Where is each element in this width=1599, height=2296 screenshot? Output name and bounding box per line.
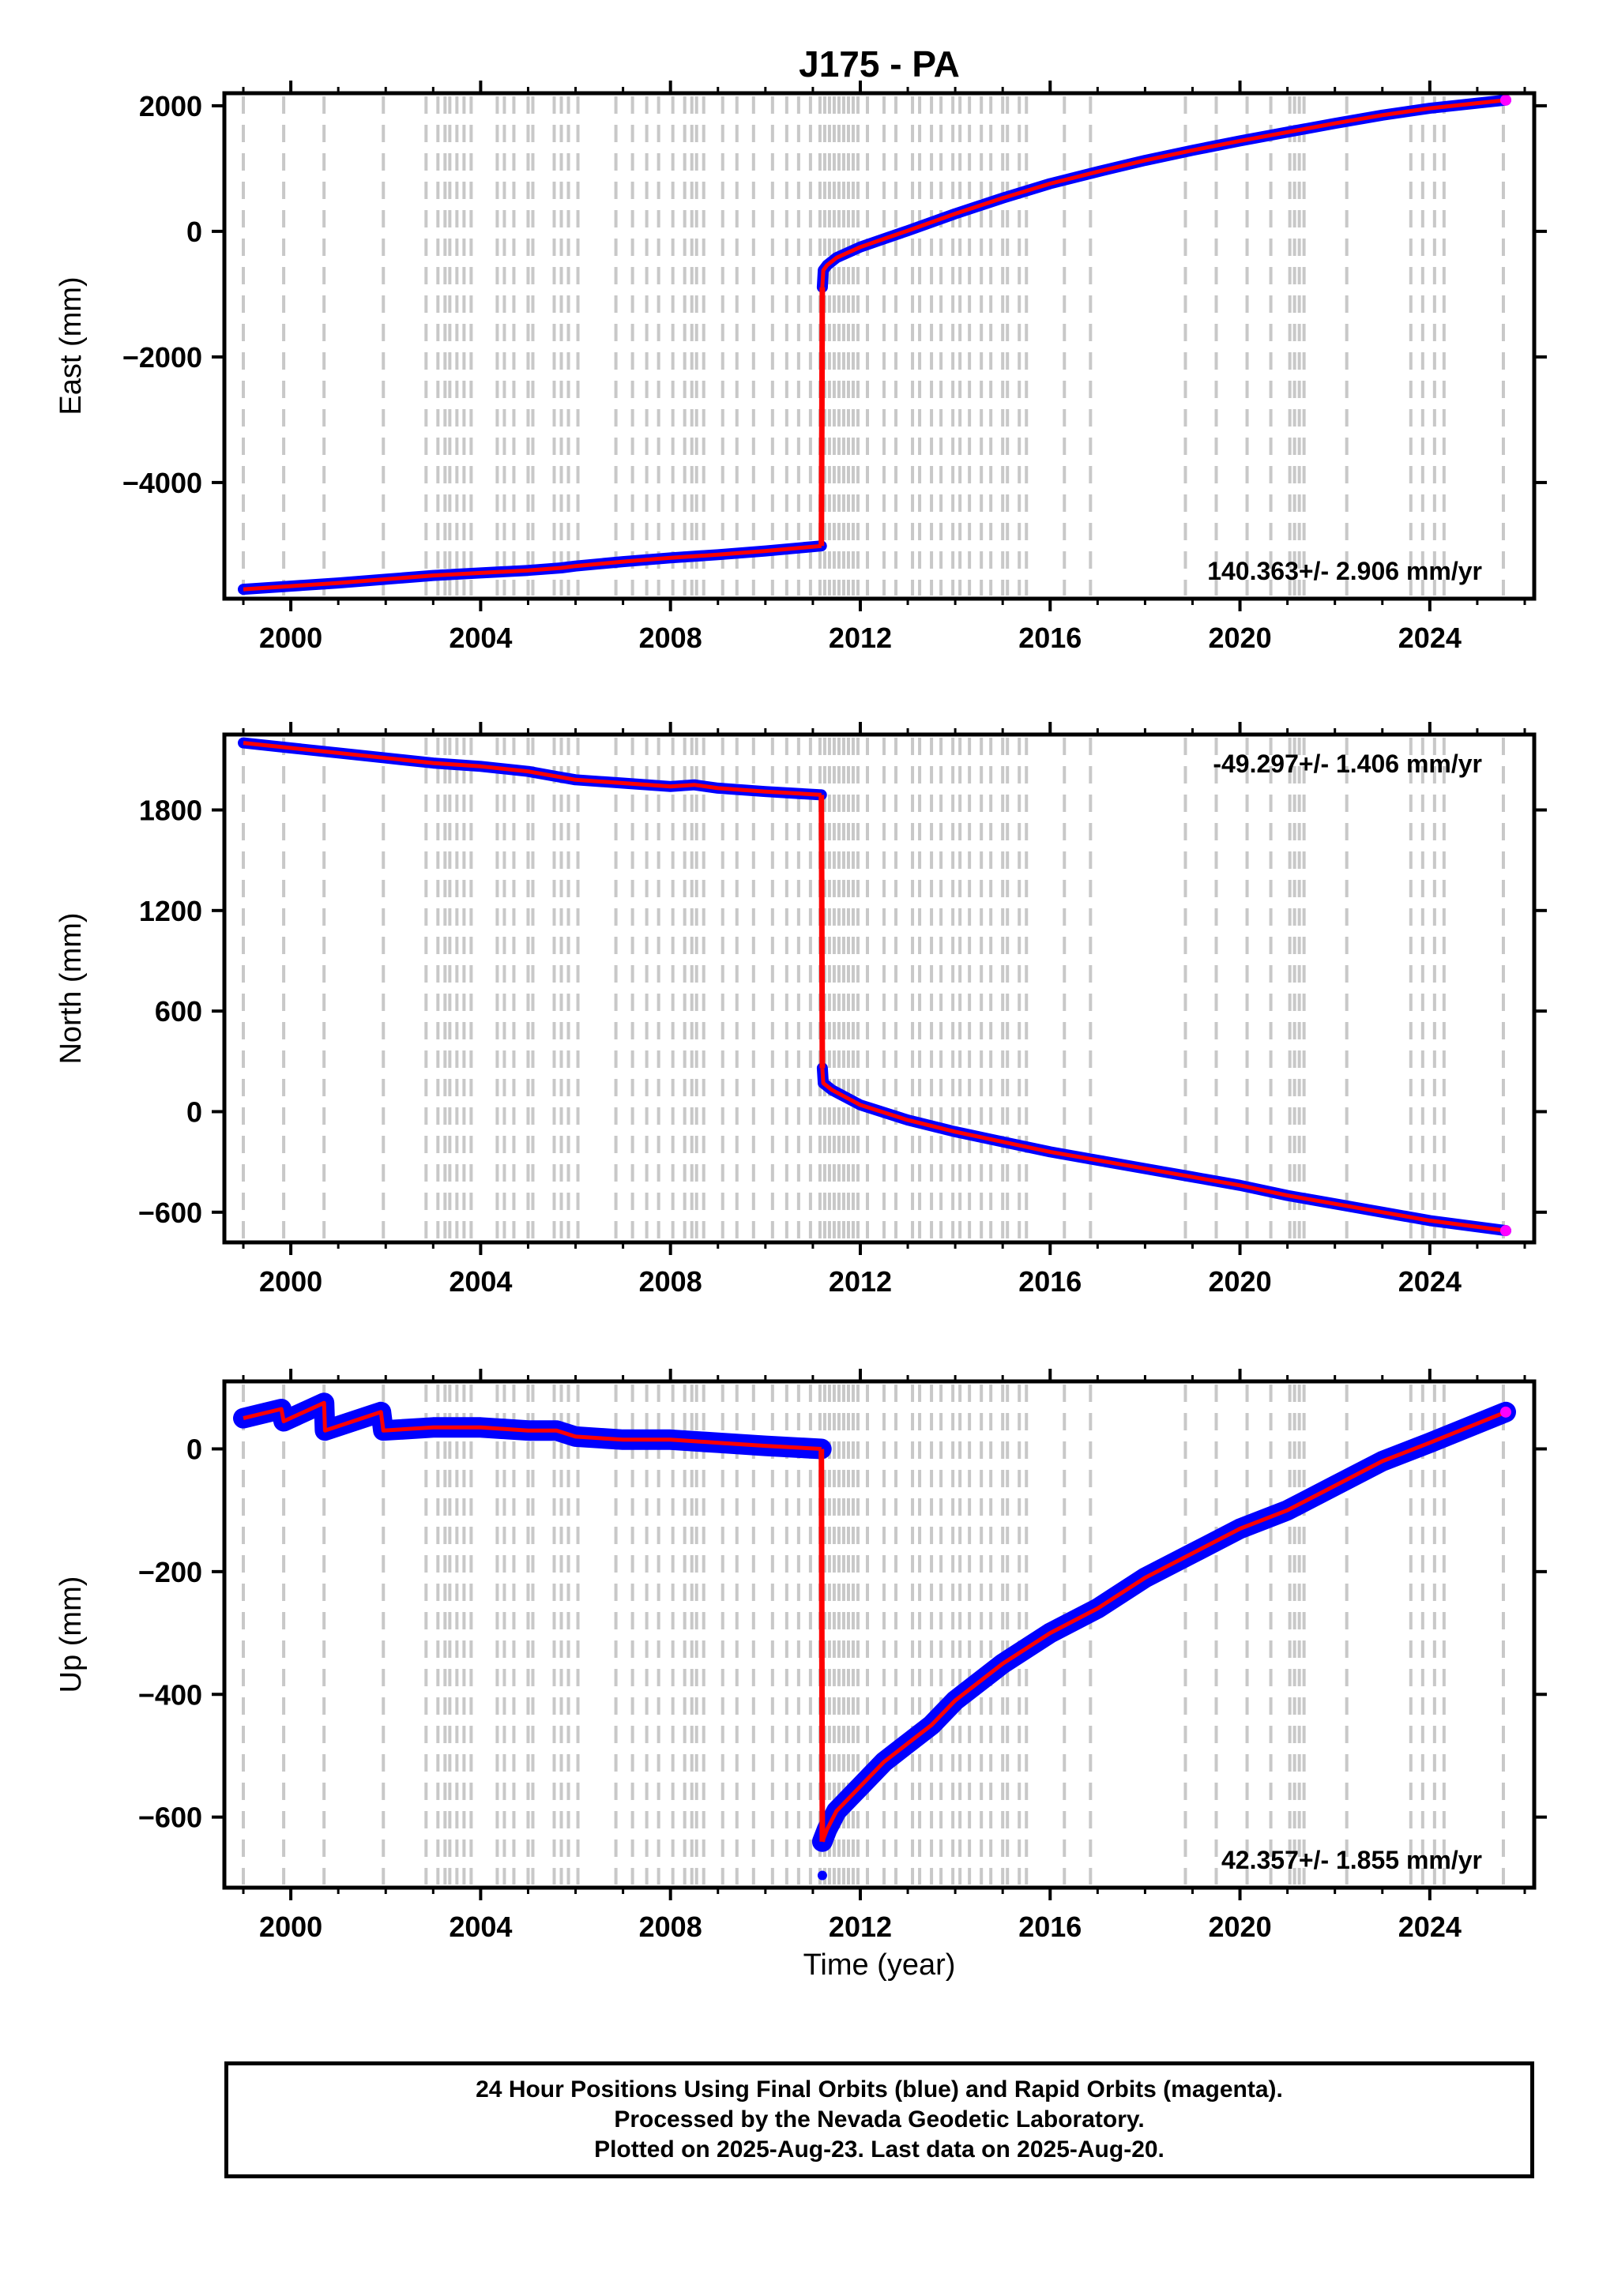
x-axis-label: Time (year)	[803, 1948, 956, 1982]
footer-line-processed-by: Processed by the Nevada Geodetic Laborat…	[614, 2106, 1145, 2133]
x-tick-label: 2012	[829, 1911, 892, 1943]
x-tick-label: 2004	[449, 622, 512, 654]
fit-line-segment-2	[820, 1068, 1507, 1233]
fit-line-segment-2	[820, 1410, 1507, 1843]
x-tick-label: 2016	[1018, 622, 1082, 654]
x-tick-label: 2016	[1018, 1265, 1082, 1298]
footer-caption-box: 24 Hour Positions Using Final Orbits (bl…	[224, 2061, 1534, 2178]
x-tick-label: 2000	[259, 622, 322, 654]
y-tick-label: −600	[138, 1802, 202, 1834]
y-axis-label-north: North (mm)	[55, 912, 88, 1064]
x-tick-label: 2008	[639, 1911, 702, 1943]
fit-line-segment-1	[243, 741, 822, 797]
panel-up: 0 −200 −400 −600 2000 2004 2008 2012 2016 2020 202…	[55, 1369, 1547, 1943]
x-tick-label: 2000	[259, 1911, 322, 1943]
y-tick-label: 0	[186, 1433, 202, 1465]
x-tick-label: 2024	[1398, 622, 1462, 654]
x-tick-label: 2008	[639, 622, 702, 654]
panel-east: 2000 0 −2000 −4000 2000 2004 2008 2012 2016 2020 2…	[55, 81, 1547, 654]
x-tick-label: 2016	[1018, 1911, 1082, 1943]
x-tick-label: 2004	[449, 1265, 512, 1298]
velocity-label-north: -49.297+/- 1.406 mm/yr	[1213, 750, 1482, 778]
final-orbit-points-segment-2	[811, 1401, 1516, 1852]
x-tick-label: 2020	[1209, 622, 1272, 654]
y-tick-label: −600	[138, 1197, 202, 1229]
y-tick-label: 2000	[139, 90, 202, 122]
y-tick-label: 0	[186, 216, 202, 248]
y-tick-label: 1800	[139, 794, 202, 826]
x-tick-label: 2020	[1209, 1265, 1272, 1298]
panel-frame	[222, 1379, 1537, 1890]
x-tick-label: 2012	[829, 622, 892, 654]
x-tick-label: 2004	[449, 1911, 512, 1943]
final-orbit-points-segment-2	[816, 94, 1511, 293]
footer-line-orbits: 24 Hour Positions Using Final Orbits (bl…	[476, 2076, 1283, 2102]
final-orbit-points-segment-2	[816, 1062, 1511, 1237]
panel-north: 1800 1200 600 0 −600 2000 2004 2008 2012 2016 2020…	[55, 722, 1547, 1298]
fit-line-segment-1	[243, 1400, 822, 1451]
x-tick-label: 2000	[259, 1265, 322, 1298]
chart-title: J175 - PA	[799, 43, 960, 85]
footer-line-plot-date: Plotted on 2025-Aug-23. Last data on 202…	[594, 2136, 1164, 2163]
fit-line-segment-1	[243, 543, 822, 592]
x-tick-label: 2012	[829, 1265, 892, 1298]
y-tick-label: −2000	[122, 341, 202, 374]
y-tick-label: 600	[155, 995, 202, 1028]
x-tick-label: 2024	[1398, 1911, 1462, 1943]
rapid-orbit-point	[1499, 1406, 1511, 1418]
velocity-label-east: 140.363+/- 2.906 mm/yr	[1207, 557, 1482, 585]
y-tick-label: 0	[186, 1095, 202, 1128]
fit-line-segment-2	[820, 98, 1507, 287]
x-tick-label: 2008	[639, 1265, 702, 1298]
x-tick-label: 2020	[1209, 1911, 1272, 1943]
x-tick-label: 2024	[1398, 1265, 1462, 1298]
y-tick-label: −200	[138, 1556, 202, 1588]
y-axis-label-up: Up (mm)	[55, 1576, 88, 1693]
panel-frame	[222, 91, 1537, 601]
velocity-label-up: 42.357+/- 1.855 mm/yr	[1221, 1846, 1482, 1874]
outlier-point	[817, 1870, 827, 1881]
panel-frame	[222, 732, 1537, 1245]
rapid-orbit-point	[1499, 1225, 1511, 1237]
rapid-orbit-point	[1499, 94, 1511, 106]
y-tick-label: −4000	[122, 467, 202, 499]
y-tick-label: −400	[138, 1678, 202, 1711]
y-axis-label-east: East (mm)	[55, 276, 88, 415]
y-tick-label: 1200	[139, 895, 202, 927]
